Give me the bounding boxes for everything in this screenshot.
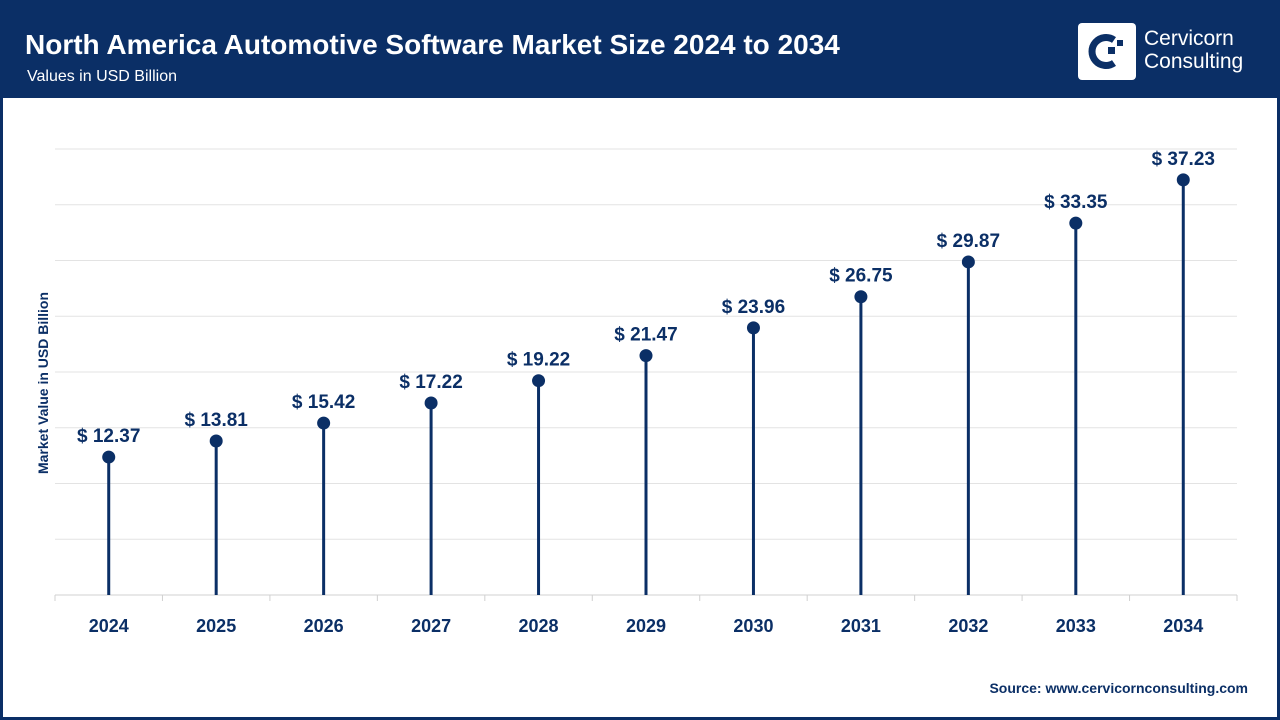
data-label: $ 33.35 <box>1044 192 1108 213</box>
source-note: Source: www.cervicornconsulting.com <box>989 680 1248 696</box>
data-point <box>639 349 653 363</box>
data-label: $ 12.37 <box>77 426 140 447</box>
data-label: $ 23.96 <box>722 297 785 318</box>
data-point <box>317 416 331 430</box>
chart-title: North America Automotive Software Market… <box>25 29 840 60</box>
data-label: $ 26.75 <box>829 266 893 287</box>
header-bar: North America Automotive Software Market… <box>3 3 1277 98</box>
data-point <box>102 450 116 464</box>
data-point <box>854 290 868 304</box>
x-tick-label: 2033 <box>1056 616 1096 636</box>
x-tick-label: 2028 <box>519 616 559 636</box>
x-tick-label: 2030 <box>733 616 773 636</box>
x-tick-label: 2027 <box>411 616 451 636</box>
y-axis-label: Market Value in USD Billion <box>35 292 51 474</box>
data-point <box>961 255 975 269</box>
x-tick-label: 2031 <box>841 616 881 636</box>
chart-subtitle: Values in USD Billion <box>27 68 177 85</box>
data-label: $ 13.81 <box>184 410 248 431</box>
logo-text-line-2: Consulting <box>1144 50 1244 73</box>
x-tick-label: 2029 <box>626 616 666 636</box>
chart-plot: Market Value in USD Billion $ 12.37 2024 $… <box>35 148 1238 636</box>
x-tick-label: 2034 <box>1163 616 1203 636</box>
x-tick-label: 2026 <box>304 616 344 636</box>
data-label: $ 29.87 <box>937 231 1000 252</box>
data-label: $ 15.42 <box>292 392 355 413</box>
data-point <box>1176 173 1190 187</box>
data-point <box>424 396 438 410</box>
x-tick-label: 2025 <box>196 616 236 636</box>
data-label: $ 21.47 <box>614 325 677 346</box>
logo-mark-icon <box>1078 23 1136 80</box>
data-point <box>209 434 223 448</box>
x-tick-label: 2032 <box>948 616 988 636</box>
data-point <box>1069 216 1083 230</box>
logo-text: Cervicorn Consulting <box>1144 27 1243 73</box>
data-point <box>532 374 546 388</box>
data-label: $ 17.22 <box>399 372 462 393</box>
cervicorn-logo: Cervicorn Consulting <box>1078 23 1258 81</box>
logo-text-line-1: Cervicorn <box>1144 27 1234 50</box>
data-point <box>746 321 760 335</box>
x-tick-label: 2024 <box>89 616 129 636</box>
data-label: $ 19.22 <box>507 350 570 371</box>
data-label: $ 37.23 <box>1152 149 1215 170</box>
